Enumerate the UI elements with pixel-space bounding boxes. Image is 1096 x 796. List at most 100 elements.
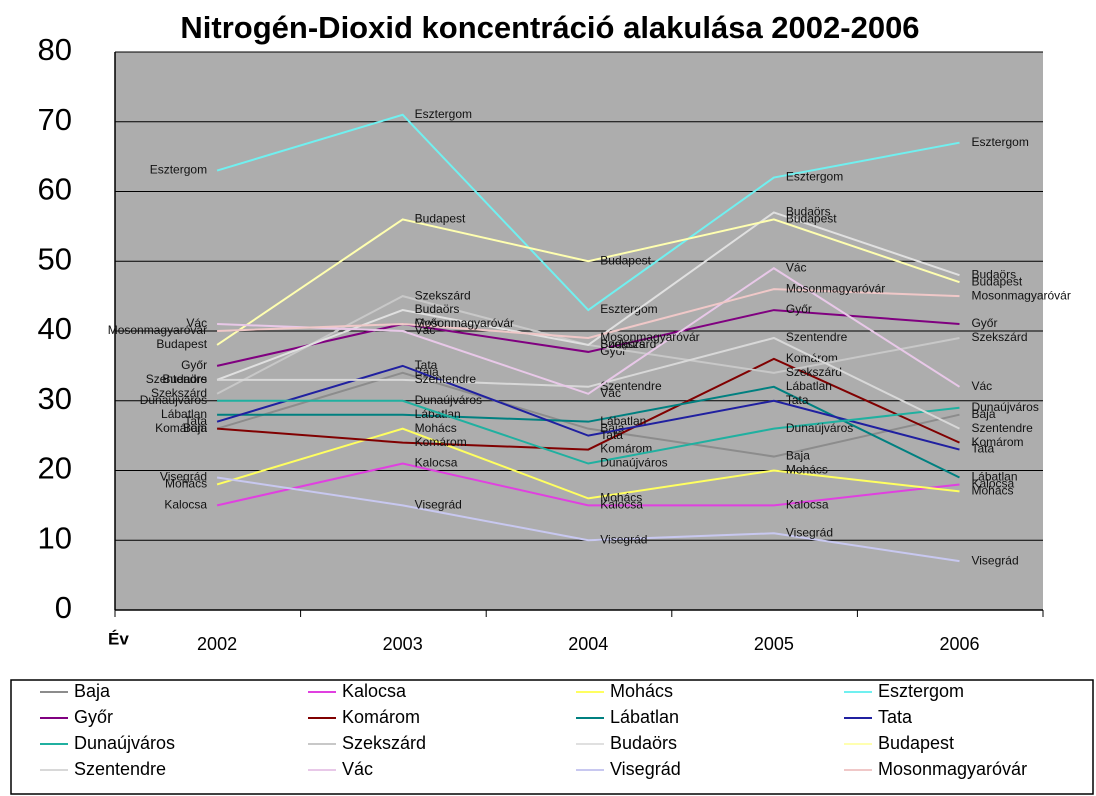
point-label: Dunaújváros [786,421,853,435]
point-label: Kalocsa [971,477,1014,491]
point-label: Szentendre [786,330,848,344]
point-label: Mohács [165,477,207,491]
point-label: Budaörs [971,267,1016,281]
point-label: Komárom [971,435,1023,449]
series-line [216,218,960,346]
point-label: Budaörs [786,205,831,219]
y-tick-label: 10 [38,520,72,555]
point-label: Mosonmagyaróvár [600,330,699,344]
series-line [217,288,960,339]
legend-label: Szentendre [74,759,166,779]
point-label: Budapest [156,337,207,351]
point-label: Szekszárd [151,386,207,400]
series-line [216,427,960,500]
x-tick-label: 2005 [754,634,794,654]
point-label: Mosonmagyaróvár [108,323,207,337]
point-label: Esztergom [600,302,657,316]
y-tick-label: 70 [38,102,72,137]
point-label: Mosonmagyaróvár [971,288,1070,302]
legend-label: Baja [74,681,111,701]
y-tick-label: 60 [38,172,72,207]
point-label: Vác [786,260,807,274]
point-label: Tata [184,414,207,428]
point-label: Lábatlan [971,470,1017,484]
point-label: Győr [971,316,997,330]
point-label: Kalocsa [415,456,458,470]
point-label: Győr [181,358,207,372]
y-tick-label: 40 [38,311,72,346]
series-line [216,113,960,312]
series-line [216,462,960,507]
point-label: Baja [183,421,207,435]
point-label: Budapest [786,212,837,226]
point-label: Komárom [415,435,467,449]
legend-label: Budaörs [610,733,677,753]
series-line [217,399,960,465]
legend-box [10,679,1094,795]
point-label: Vác [186,316,207,330]
point-label: Szekszárd [600,337,656,351]
point-label: Mohács [600,491,642,505]
point-label: Mohács [786,463,828,477]
y-tick-label: 80 [38,32,72,67]
point-label: Szekszárd [415,288,471,302]
series-line [216,476,960,563]
legend-label: Lábatlan [610,707,679,727]
legend-label: Dunaújváros [74,733,175,753]
point-label: Esztergom [971,135,1028,149]
y-tick-label: 30 [38,381,72,416]
legend-label: Győr [74,707,113,727]
series-line [217,267,961,395]
point-label: Vác [600,386,621,400]
point-label: Visegrád [971,553,1018,567]
point-label: Budapest [971,274,1022,288]
point-label: Baja [971,407,995,421]
chart-title: Nitrogén-Dioxid koncentráció alakulása 2… [180,10,920,45]
point-label: Esztergom [415,107,472,121]
legend-label: Esztergom [878,681,964,701]
point-label: Kalocsa [786,498,829,512]
point-label: Visegrád [160,470,207,484]
point-label: Budaörs [415,302,460,316]
point-label: Budaörs [162,372,207,386]
legend-label: Mohács [610,681,673,701]
legend-label: Budapest [878,733,954,753]
point-label: Mosonmagyaróvár [786,281,885,295]
point-label: Tata [600,428,623,442]
point-label: Baja [415,365,439,379]
legend-label: Visegrád [610,759,681,779]
point-label: Baja [786,449,810,463]
series-line [216,364,960,451]
legend-label: Mosonmagyaróvár [878,759,1027,779]
legend-label: Vác [342,759,373,779]
point-label: Kalocsa [164,498,207,512]
legend-label: Tata [878,707,913,727]
point-label: Szentendre [971,421,1033,435]
point-label: Visegrád [415,498,462,512]
point-label: Tata [415,358,438,372]
point-label: Dunaújváros [971,400,1038,414]
x-tick-label: 2004 [568,634,608,654]
series-line [217,357,960,451]
point-label: Visegrád [786,525,833,539]
point-label: Budapest [600,253,651,267]
point-label: Komárom [786,351,838,365]
point-label: Esztergom [786,170,843,184]
x-tick-label: 2003 [383,634,423,654]
point-label: Komárom [155,421,207,435]
legend-label: Komárom [342,707,420,727]
point-label: Dunaújváros [140,393,207,407]
y-tick-label: 20 [38,451,72,486]
point-label: Tata [786,393,809,407]
series-line [216,371,960,458]
point-label: Szentendre [415,372,477,386]
x-tick-label: 2002 [197,634,237,654]
point-label: Kalocsa [600,498,643,512]
point-label: Lábatlan [786,379,832,393]
point-label: Lábatlan [600,414,646,428]
x-axis-label: Év [108,629,129,648]
point-label: Mohács [971,484,1013,498]
point-label: Szentendre [146,372,208,386]
series-line [217,336,960,430]
